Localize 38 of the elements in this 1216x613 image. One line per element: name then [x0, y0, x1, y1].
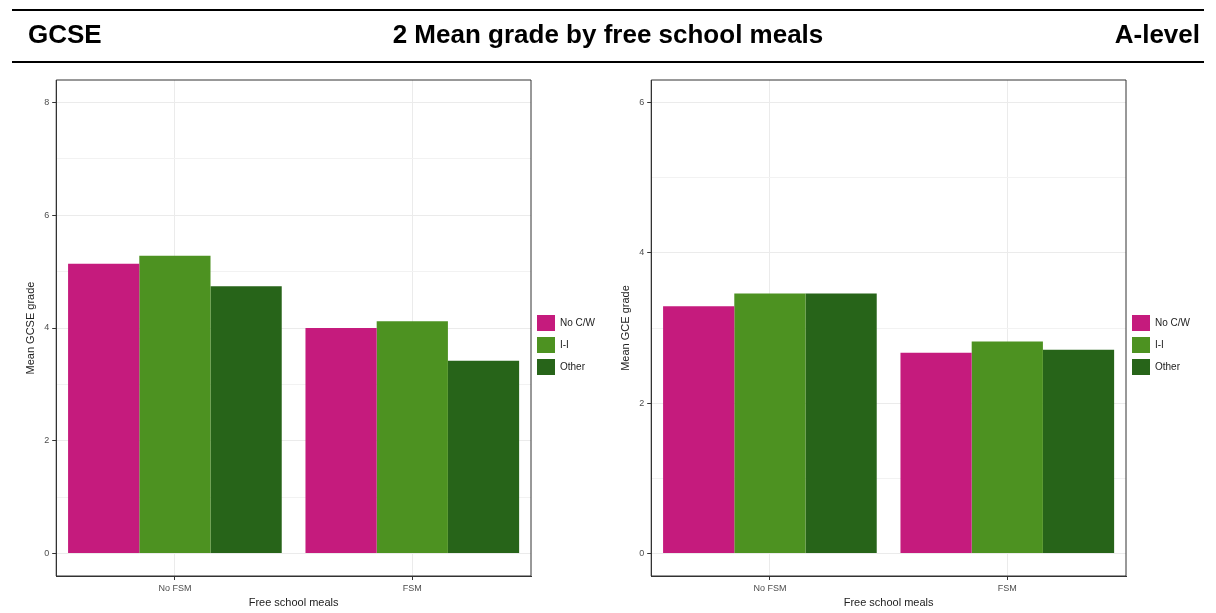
bar: [376, 321, 448, 553]
x-tick-label: No FSM: [158, 582, 192, 593]
y-tick-label: 4: [639, 247, 645, 258]
bar: [305, 328, 377, 553]
y-tick-label: 2: [639, 397, 645, 408]
bar: [663, 306, 735, 553]
legend-label: Other: [560, 360, 586, 372]
bar: [139, 255, 211, 553]
y-tick-label: 6: [639, 97, 645, 108]
y-tick-label: 2: [44, 435, 50, 446]
text: 2 Mean grade by free school meals: [392, 19, 824, 49]
legend-label: I-I: [560, 338, 569, 350]
x-axis-title: Free school meals: [843, 596, 935, 609]
y-tick-label: 6: [44, 209, 50, 220]
y-tick-label: 0: [639, 547, 645, 558]
y-axis-title: Mean GCE grade: [618, 285, 631, 371]
bar: [900, 352, 972, 553]
legend-label: Other: [1155, 360, 1181, 372]
y-tick-label: 8: [44, 97, 50, 108]
y-tick-label: 0: [44, 547, 50, 558]
x-axis-title: Free school meals: [248, 596, 340, 609]
bar: [68, 263, 140, 553]
x-tick-label: FSM: [997, 582, 1017, 593]
x-tick-label: No FSM: [753, 582, 787, 593]
x-tick-label: FSM: [402, 582, 422, 593]
legend-label: No C/W: [560, 316, 596, 328]
bar: [447, 360, 520, 553]
bar: [971, 341, 1043, 553]
chart-title: GCSE: [28, 19, 102, 50]
bar: [210, 286, 282, 553]
bar: [734, 293, 806, 553]
legend-label: I-I: [1155, 338, 1164, 350]
chart-title: A-level: [1114, 19, 1200, 50]
y-axis-title: Mean GCSE grade: [23, 281, 36, 375]
bar: [805, 293, 877, 553]
legend-label: No C/W: [1155, 316, 1191, 328]
y-tick-label: 4: [44, 322, 50, 333]
bar: [1042, 349, 1115, 553]
